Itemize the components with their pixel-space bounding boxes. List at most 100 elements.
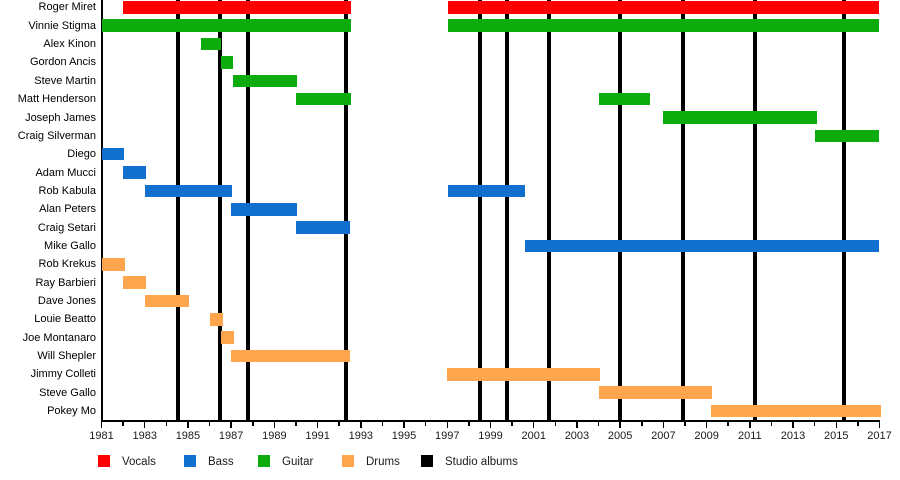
- axis-tick: [770, 422, 773, 426]
- year-tick-label: 2007: [651, 430, 676, 442]
- legend-swatch-drums: [342, 455, 354, 467]
- member-bar-vocals: [123, 1, 352, 14]
- year-tick-label: 1989: [262, 430, 287, 442]
- axis-tick: [532, 422, 535, 428]
- member-label: Matt Henderson: [17, 93, 96, 106]
- member-bar-drums: [123, 276, 146, 289]
- member-label: Joseph James: [25, 111, 96, 124]
- studio-album-line: [176, 0, 181, 420]
- member-bar-guitar: [663, 111, 817, 124]
- member-label: Will Shepler: [37, 350, 96, 363]
- axis-tick: [813, 422, 816, 426]
- axis-tick: [576, 422, 578, 428]
- year-tick-label: 2003: [564, 430, 590, 442]
- year-tick-label: 1993: [348, 430, 374, 442]
- axis-tick: [468, 422, 470, 426]
- member-bar-guitar: [200, 37, 222, 51]
- studio-album-line: [477, 0, 482, 420]
- axis-tick: [316, 422, 319, 428]
- member-bar-drums: [710, 404, 881, 418]
- studio-album-line: [680, 0, 685, 420]
- year-tick-label: 1991: [305, 430, 330, 442]
- year-tick-label: 1987: [218, 430, 244, 442]
- x-axis-line: [100, 420, 881, 422]
- axis-tick: [835, 422, 838, 428]
- studio-album-line: [841, 0, 846, 420]
- axis-tick: [143, 422, 146, 428]
- axis-tick: [878, 422, 881, 428]
- member-label: Craig Setari: [37, 221, 96, 234]
- member-bar-bass: [231, 202, 298, 216]
- studio-album-line: [546, 0, 551, 420]
- year-tick-label: 2013: [780, 430, 806, 442]
- axis-tick: [230, 422, 232, 428]
- axis-tick: [684, 422, 686, 426]
- member-bar-guitar: [598, 92, 651, 106]
- member-bar-drums: [209, 313, 223, 326]
- member-label: Rob Krekus: [38, 258, 96, 271]
- legend-swatch-bass: [184, 455, 196, 467]
- axis-tick: [554, 422, 557, 426]
- legend-swatch-studio_albums: [421, 455, 433, 467]
- member-bar-bass: [295, 221, 350, 234]
- year-tick-label: 2017: [867, 430, 892, 442]
- legend-label-bass: Bass: [208, 456, 234, 468]
- member-bar-guitar: [221, 56, 234, 69]
- member-bar-bass: [144, 184, 233, 198]
- member-bar-bass: [101, 147, 125, 161]
- member-bar-drums: [221, 331, 235, 344]
- axis-tick: [619, 422, 621, 428]
- member-label: Alan Peters: [39, 203, 96, 216]
- member-bar-bass: [123, 166, 146, 179]
- member-label: Gordon Ancis: [29, 56, 96, 69]
- axis-tick: [165, 422, 168, 426]
- studio-album-line: [753, 0, 758, 420]
- axis-tick: [749, 422, 751, 428]
- member-label: Diego: [67, 148, 96, 161]
- studio-album-line: [504, 0, 509, 420]
- axis-tick: [187, 422, 189, 428]
- member-label: Roger Miret: [38, 1, 96, 14]
- member-bar-guitar: [233, 74, 298, 88]
- member-bar-bass: [448, 184, 526, 198]
- member-bar-drums: [144, 294, 190, 308]
- member-label: Alex Kinon: [43, 38, 96, 51]
- member-bar-drums: [598, 386, 712, 400]
- year-tick-label: 2001: [521, 430, 546, 442]
- year-tick-label: 1983: [132, 430, 157, 442]
- legend-label-studio_albums: Studio albums: [445, 456, 518, 468]
- axis-tick: [295, 422, 297, 426]
- axis-tick: [705, 422, 708, 428]
- member-label: Craig Silverman: [17, 129, 96, 142]
- year-tick-label: 1995: [391, 430, 417, 442]
- legend-label-vocals: Vocals: [122, 456, 156, 468]
- member-label: Steve Martin: [34, 74, 96, 87]
- year-tick-label: 2015: [824, 430, 849, 442]
- legend-swatch-vocals: [98, 455, 110, 467]
- member-label: Adam Mucci: [35, 166, 96, 179]
- studio-album-line: [618, 0, 623, 420]
- member-label: Jimmy Colleti: [30, 368, 96, 381]
- axis-tick: [641, 422, 643, 426]
- member-label: Rob Kabula: [38, 184, 97, 197]
- member-label: Steve Gallo: [39, 386, 96, 399]
- axis-tick: [252, 422, 254, 426]
- year-tick-label: 2011: [738, 430, 762, 442]
- axis-tick: [381, 422, 384, 426]
- member-label: Pokey Mo: [47, 405, 96, 418]
- legend-label-drums: Drums: [366, 456, 400, 468]
- member-bar-drums: [101, 258, 126, 271]
- member-bar-bass: [525, 239, 880, 253]
- axis-tick: [857, 422, 859, 426]
- axis-tick: [662, 422, 665, 428]
- axis-tick: [597, 422, 600, 426]
- axis-tick: [338, 422, 340, 426]
- member-bar-vocals: [448, 1, 880, 14]
- member-bar-guitar: [448, 19, 880, 33]
- member-bar-guitar: [814, 129, 880, 143]
- year-tick-label: 1985: [175, 430, 201, 442]
- studio-album-line: [343, 0, 348, 420]
- axis-tick: [273, 422, 276, 428]
- member-bar-drums: [447, 368, 600, 381]
- member-bar-guitar: [295, 92, 352, 106]
